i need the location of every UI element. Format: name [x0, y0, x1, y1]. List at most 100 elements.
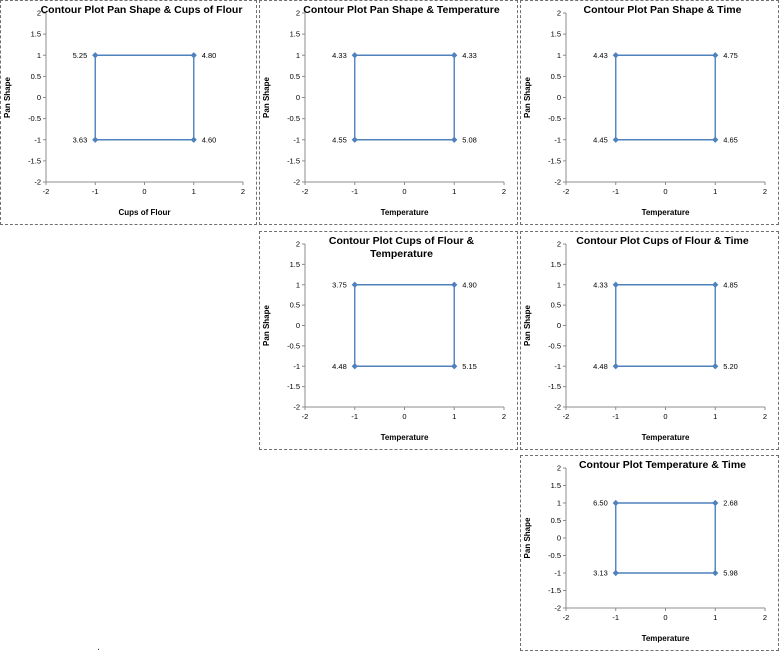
svg-text:-1: -1 — [351, 412, 358, 421]
svg-text:Temperature: Temperature — [381, 433, 429, 442]
svg-text:0: 0 — [402, 412, 406, 421]
svg-text:1.5: 1.5 — [290, 260, 300, 269]
svg-text:-1.5: -1.5 — [287, 156, 300, 165]
svg-text:1: 1 — [452, 412, 456, 421]
svg-text:4.75: 4.75 — [723, 51, 738, 60]
svg-text:Temperature: Temperature — [381, 208, 429, 217]
svg-text:0: 0 — [557, 534, 561, 543]
svg-text:4.55: 4.55 — [332, 135, 347, 144]
svg-text:4.60: 4.60 — [202, 135, 217, 144]
svg-text:1: 1 — [557, 280, 561, 289]
svg-text:1: 1 — [713, 187, 717, 196]
chart-plot-area: 2 1.5 1 0.5 0 -0.5 -1 -1.5 -2-2 -1 0 1 2 3.75 4.90 4.48… — [262, 240, 506, 443]
svg-text:4.45: 4.45 — [593, 135, 608, 144]
svg-text:0: 0 — [37, 93, 41, 102]
svg-text:0: 0 — [557, 321, 561, 330]
svg-text:0: 0 — [142, 187, 146, 196]
svg-text:1: 1 — [557, 51, 561, 60]
chart-title: Contour Plot Pan Shape & Temperature — [303, 4, 500, 16]
svg-text:-0.5: -0.5 — [28, 114, 41, 123]
svg-text:-1: -1 — [92, 187, 99, 196]
chart-title: Contour Plot Cups of Flour & Temperature — [328, 235, 475, 260]
svg-text:-0.5: -0.5 — [548, 341, 561, 350]
svg-text:4.33: 4.33 — [332, 51, 347, 60]
chart-pan-shape-cups-of-flour[interactable]: Contour Plot Pan Shape & Cups of Flour 2… — [0, 0, 257, 225]
svg-text:2: 2 — [557, 9, 561, 18]
svg-text:4.43: 4.43 — [593, 51, 608, 60]
svg-text:-2: -2 — [563, 613, 570, 622]
svg-text:-2: -2 — [302, 187, 309, 196]
svg-text:1: 1 — [557, 499, 561, 508]
svg-text:0: 0 — [557, 93, 561, 102]
svg-text:-1.5: -1.5 — [287, 382, 300, 391]
stray-period-mark: . — [97, 641, 101, 653]
svg-text:-0.5: -0.5 — [548, 551, 561, 560]
svg-text:0.5: 0.5 — [31, 72, 41, 81]
svg-text:1: 1 — [296, 280, 300, 289]
svg-text:4.33: 4.33 — [593, 280, 608, 289]
svg-text:-1: -1 — [612, 613, 619, 622]
svg-text:3.13: 3.13 — [593, 569, 608, 578]
svg-text:Temperature: Temperature — [642, 433, 690, 442]
chart-plot-area: 2 1.5 1 0.5 0 -0.5 -1 -1.5 -2-2 -1 0 1 2 4.33 4.85 4.48… — [523, 240, 767, 443]
svg-text:2: 2 — [763, 187, 767, 196]
chart-temperature-time[interactable]: Contour Plot Temperature & Time 2 1.5 1 0.5… — [520, 455, 779, 651]
svg-text:-2: -2 — [43, 187, 50, 196]
svg-text:5.20: 5.20 — [723, 362, 738, 371]
svg-text:1: 1 — [192, 187, 196, 196]
svg-text:4.48: 4.48 — [332, 362, 347, 371]
svg-text:Pan Shape: Pan Shape — [523, 517, 532, 558]
svg-text:4.48: 4.48 — [593, 362, 608, 371]
svg-text:Pan Shape: Pan Shape — [3, 77, 12, 118]
svg-text:-1.5: -1.5 — [548, 382, 561, 391]
svg-text:0.5: 0.5 — [551, 516, 561, 525]
svg-text:1.5: 1.5 — [551, 260, 561, 269]
chart-cups-of-flour-temperature[interactable]: Contour Plot Cups of Flour & Temperature… — [259, 231, 518, 450]
svg-text:2.68: 2.68 — [723, 499, 738, 508]
svg-text:Temperature: Temperature — [642, 634, 690, 643]
svg-text:-1: -1 — [34, 135, 41, 144]
svg-text:2: 2 — [763, 412, 767, 421]
svg-text:Pan Shape: Pan Shape — [523, 305, 532, 346]
svg-text:1: 1 — [37, 51, 41, 60]
svg-text:-2: -2 — [563, 412, 570, 421]
svg-text:0.5: 0.5 — [551, 72, 561, 81]
svg-text:Temperature: Temperature — [642, 208, 690, 217]
svg-text:Cups of Flour: Cups of Flour — [119, 208, 171, 217]
svg-text:0: 0 — [296, 321, 300, 330]
svg-text:1: 1 — [296, 51, 300, 60]
svg-text:-1: -1 — [293, 135, 300, 144]
svg-text:-1.5: -1.5 — [548, 156, 561, 165]
svg-text:1.5: 1.5 — [31, 30, 41, 39]
svg-text:-1: -1 — [612, 187, 619, 196]
chart-cups-of-flour-time[interactable]: Contour Plot Cups of Flour & Time 2 1.5 1 0… — [520, 231, 779, 450]
svg-text:-1: -1 — [554, 362, 561, 371]
svg-text:2: 2 — [37, 9, 41, 18]
svg-text:1: 1 — [713, 412, 717, 421]
svg-text:-2: -2 — [293, 178, 300, 187]
svg-text:0: 0 — [296, 93, 300, 102]
svg-text:2: 2 — [763, 613, 767, 622]
svg-text:5.98: 5.98 — [723, 569, 738, 578]
svg-text:0.5: 0.5 — [290, 72, 300, 81]
svg-text:2: 2 — [296, 9, 300, 18]
svg-text:-2: -2 — [293, 403, 300, 412]
svg-text:-0.5: -0.5 — [548, 114, 561, 123]
svg-text:Pan Shape: Pan Shape — [523, 77, 532, 118]
svg-text:-1: -1 — [554, 569, 561, 578]
svg-text:-1: -1 — [612, 412, 619, 421]
svg-text:1.5: 1.5 — [551, 481, 561, 490]
chart-plot-area: 2 1.5 1 0.5 0 -0.5 -1 -1.5 -2-2 -1 0 1 2 5.25 4.80 3.63… — [3, 9, 245, 218]
chart-pan-shape-temperature[interactable]: Contour Plot Pan Shape & Temperature 2 1.… — [259, 0, 518, 225]
svg-text:4.65: 4.65 — [723, 135, 738, 144]
svg-text:0.5: 0.5 — [551, 301, 561, 310]
svg-text:-1.5: -1.5 — [548, 586, 561, 595]
svg-text:0: 0 — [663, 613, 667, 622]
svg-text:-0.5: -0.5 — [287, 114, 300, 123]
svg-text:0: 0 — [663, 412, 667, 421]
svg-text:-2: -2 — [554, 403, 561, 412]
svg-text:-1: -1 — [554, 135, 561, 144]
svg-text:1.5: 1.5 — [551, 30, 561, 39]
chart-pan-shape-time[interactable]: Contour Plot Pan Shape & Time 2 1.5 1 0.5 0 -… — [520, 0, 779, 225]
svg-text:-2: -2 — [554, 604, 561, 613]
